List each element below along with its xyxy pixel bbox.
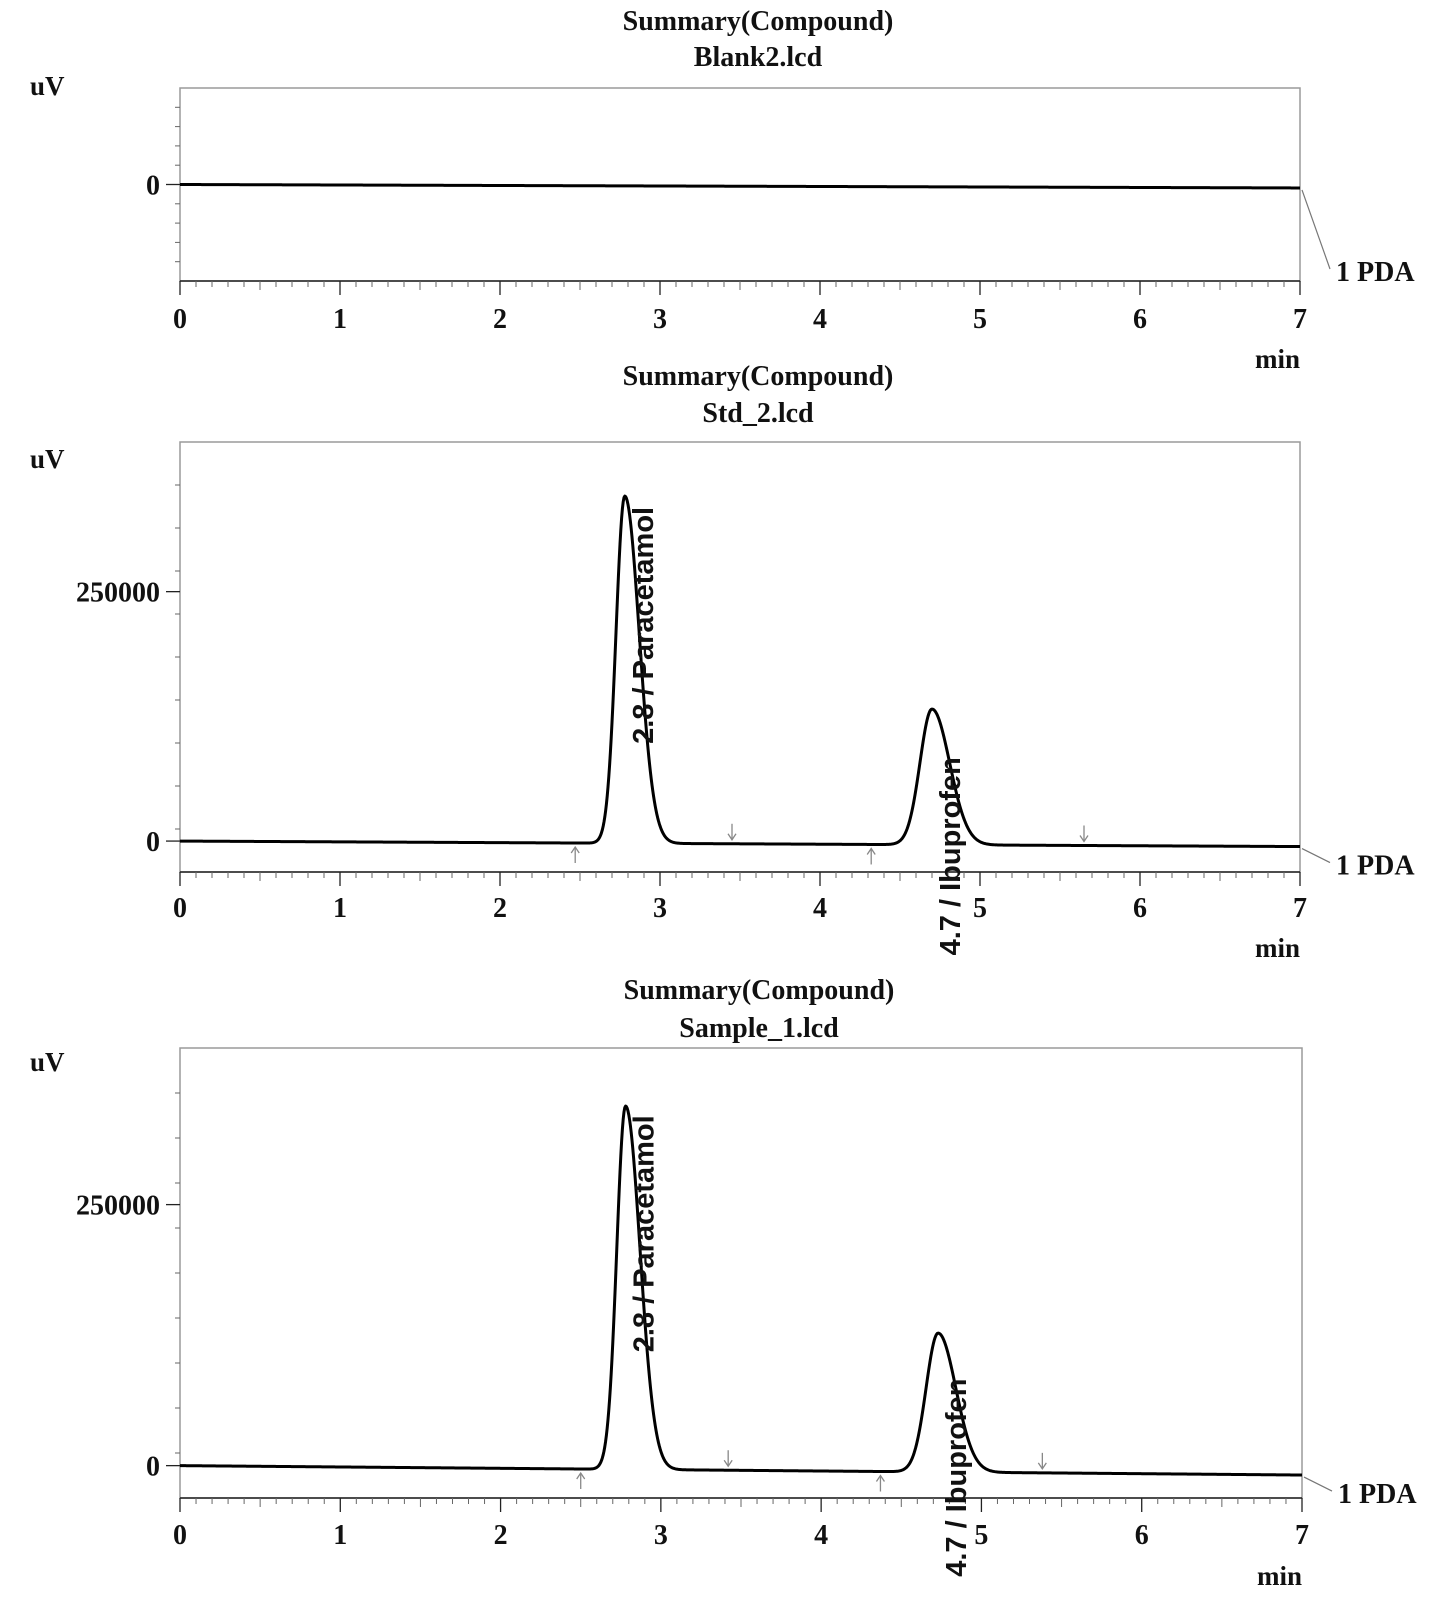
peak-label: 2.8 / Paracetamol (628, 507, 660, 744)
x-tick-label: 4 (813, 304, 827, 335)
y-axis-label: uV (30, 444, 65, 474)
x-tick-label: 2 (493, 304, 507, 335)
x-tick-label: 7 (1295, 1520, 1309, 1551)
plot-frame (179, 1047, 1303, 1499)
y-tick-label: 0 (146, 827, 160, 858)
y-axis: 0 250000 (76, 484, 180, 858)
x-tick-label: 4 (814, 1520, 828, 1551)
x-tick-label: 1 (333, 1520, 347, 1551)
peak-label: 4.7 / Ibuprofen (941, 1379, 973, 1577)
x-tick-label: 3 (653, 893, 667, 924)
series-label-leader (1303, 1476, 1333, 1492)
chart-title: Summary(Compound) (623, 361, 894, 392)
chart-title: Summary(Compound) (624, 975, 895, 1006)
y-tick-label: 0 (146, 171, 160, 202)
integration-marker (727, 823, 737, 841)
chart-panel-3: Summary(Compound) Sample_1.lcd uV 0 250000 0 1… (0, 968, 1450, 1607)
x-tick-label: 6 (1133, 304, 1147, 335)
x-tick-label: 1 (333, 893, 347, 924)
series-line-1-pda (179, 183, 1301, 190)
series-label: 1 PDA (1336, 851, 1415, 882)
x-tick-label: 7 (1293, 304, 1307, 335)
x-tick-label: 0 (173, 1520, 187, 1551)
series-line-1-pda (179, 1104, 1303, 1477)
integration-marker (1079, 825, 1089, 843)
chart-1-svg: Summary(Compound) Blank2.lcd uV 0 0 1 2 3 4 5 6 7 mi… (30, 6, 1415, 374)
x-tick-label: 7 (1293, 893, 1307, 924)
y-tick-label: 250000 (76, 578, 160, 609)
chart-title: Summary(Compound) (623, 6, 894, 37)
chart-subtitle: Sample_1.lcd (679, 1013, 839, 1044)
chart-3-svg: Summary(Compound) Sample_1.lcd uV 0 250000 0 1… (30, 975, 1417, 1591)
series-line-1-pda (179, 494, 1301, 849)
x-axis-label: min (1255, 933, 1300, 963)
y-axis-label: uV (30, 71, 65, 101)
chart-2-svg: Summary(Compound) Std_2.lcd uV 0 250000 0 1 2 3 4… (30, 361, 1415, 963)
peak-label: 2.8 / Paracetamol (629, 1115, 661, 1352)
integration-marker (866, 847, 876, 865)
x-axis-label: min (1257, 1561, 1302, 1591)
x-tick-label: 5 (974, 1520, 988, 1551)
chart-panel-1: Summary(Compound) Blank2.lcd uV 0 0 1 2 3 4 5 6 7 mi… (0, 0, 1450, 374)
series-label: 1 PDA (1336, 257, 1415, 288)
chart-subtitle: Blank2.lcd (694, 42, 823, 73)
integration-marker (875, 1474, 885, 1492)
x-axis: 0 1 2 3 4 5 6 7 (173, 1497, 1309, 1551)
x-tick-label: 0 (173, 893, 187, 924)
x-tick-label: 2 (494, 1520, 508, 1551)
x-axis-label: min (1255, 344, 1300, 374)
x-tick-label: 4 (813, 893, 827, 924)
plot-frame (179, 441, 1301, 873)
y-axis: 0 (146, 106, 180, 263)
x-axis: 0 1 2 3 4 5 6 7 (173, 280, 1307, 335)
y-axis-label: uV (30, 1047, 65, 1077)
y-tick-label: 250000 (76, 1191, 160, 1222)
peak-label: 4.7 / Ibuprofen (935, 757, 967, 955)
x-tick-label: 1 (333, 304, 347, 335)
x-tick-label: 2 (493, 893, 507, 924)
series-label-leader (1301, 848, 1331, 864)
x-tick-label: 0 (173, 304, 187, 335)
y-tick-label: 0 (146, 1452, 160, 1483)
x-tick-label: 5 (973, 304, 987, 335)
chart-panel-2: Summary(Compound) Std_2.lcd uV 0 250000 0 1 2 3 4… (0, 361, 1450, 968)
y-axis: 0 250000 (76, 1092, 180, 1483)
series-label-leader (1301, 189, 1331, 270)
x-tick-label: 3 (654, 1520, 668, 1551)
integration-marker (1037, 1452, 1047, 1471)
integration-marker (570, 845, 580, 864)
x-tick-label: 6 (1133, 893, 1147, 924)
x-axis: 0 1 2 3 4 5 6 7 (173, 871, 1307, 924)
x-tick-label: 3 (653, 304, 667, 335)
chart-subtitle: Std_2.lcd (702, 398, 814, 429)
integration-marker (723, 1450, 733, 1468)
series-label: 1 PDA (1338, 1479, 1417, 1510)
integration-marker (576, 1471, 586, 1489)
x-tick-label: 5 (973, 893, 987, 924)
x-tick-label: 6 (1135, 1520, 1149, 1551)
